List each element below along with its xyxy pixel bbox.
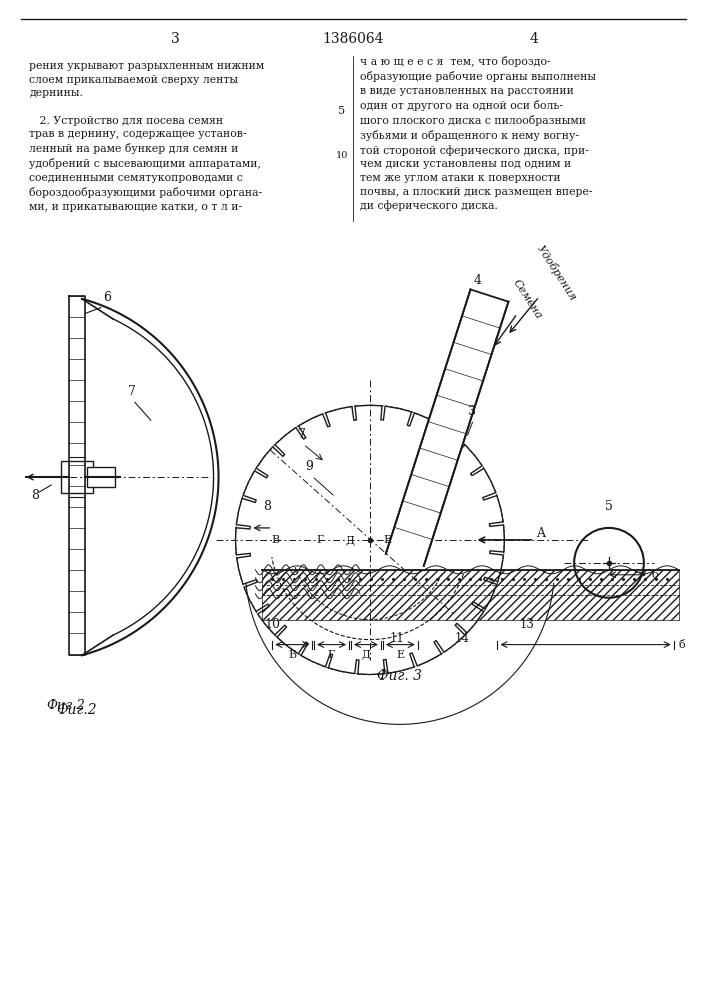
- Text: 9: 9: [305, 460, 313, 473]
- Text: 10: 10: [336, 151, 349, 160]
- Text: Удобрения: Удобрения: [534, 243, 578, 303]
- Text: 11: 11: [390, 632, 404, 645]
- Text: 1386064: 1386064: [322, 32, 384, 46]
- Text: 14: 14: [455, 632, 469, 645]
- Text: 3: 3: [467, 405, 476, 418]
- Text: рения укрывают разрыхленным нижним
слоем прикалываемой сверху ленты
дернины.

  : рения укрывают разрыхленным нижним слоем…: [29, 61, 264, 212]
- Text: Е: Е: [384, 535, 392, 545]
- Text: В: В: [271, 535, 279, 545]
- Text: б: б: [652, 570, 659, 580]
- Text: 4: 4: [530, 32, 539, 46]
- Text: 8: 8: [263, 500, 271, 513]
- Text: 7: 7: [128, 385, 136, 398]
- Text: Е: Е: [396, 650, 404, 660]
- Text: б: б: [679, 640, 686, 650]
- Text: 6: 6: [103, 291, 111, 304]
- Text: 4: 4: [474, 274, 481, 287]
- Text: 5: 5: [605, 500, 613, 513]
- Text: 10: 10: [264, 618, 281, 631]
- Text: 13: 13: [520, 618, 534, 631]
- Text: Д: Д: [346, 535, 354, 545]
- Text: Фиг. 3: Фиг. 3: [378, 669, 422, 683]
- Bar: [87, 467, 115, 487]
- Text: Г: Г: [328, 650, 335, 660]
- Text: 7: 7: [298, 428, 306, 441]
- Text: 5: 5: [339, 106, 346, 116]
- Text: 8: 8: [31, 489, 40, 502]
- Text: A: A: [537, 527, 545, 540]
- Text: Фиг.2: Фиг.2: [46, 699, 85, 712]
- Text: 3: 3: [171, 32, 180, 46]
- Text: ч а ю щ е е с я  тем, что бороздо-
образующие рабочие органы выполнены
в виде ус: ч а ю щ е е с я тем, что бороздо- образу…: [360, 56, 596, 211]
- Text: Фиг.2: Фиг.2: [56, 703, 97, 717]
- Text: В: В: [288, 650, 296, 660]
- Polygon shape: [386, 289, 508, 566]
- Text: Г: Г: [317, 535, 324, 545]
- Bar: [61, 461, 93, 493]
- Text: Д: Д: [361, 650, 370, 660]
- Text: Семена: Семена: [511, 277, 544, 321]
